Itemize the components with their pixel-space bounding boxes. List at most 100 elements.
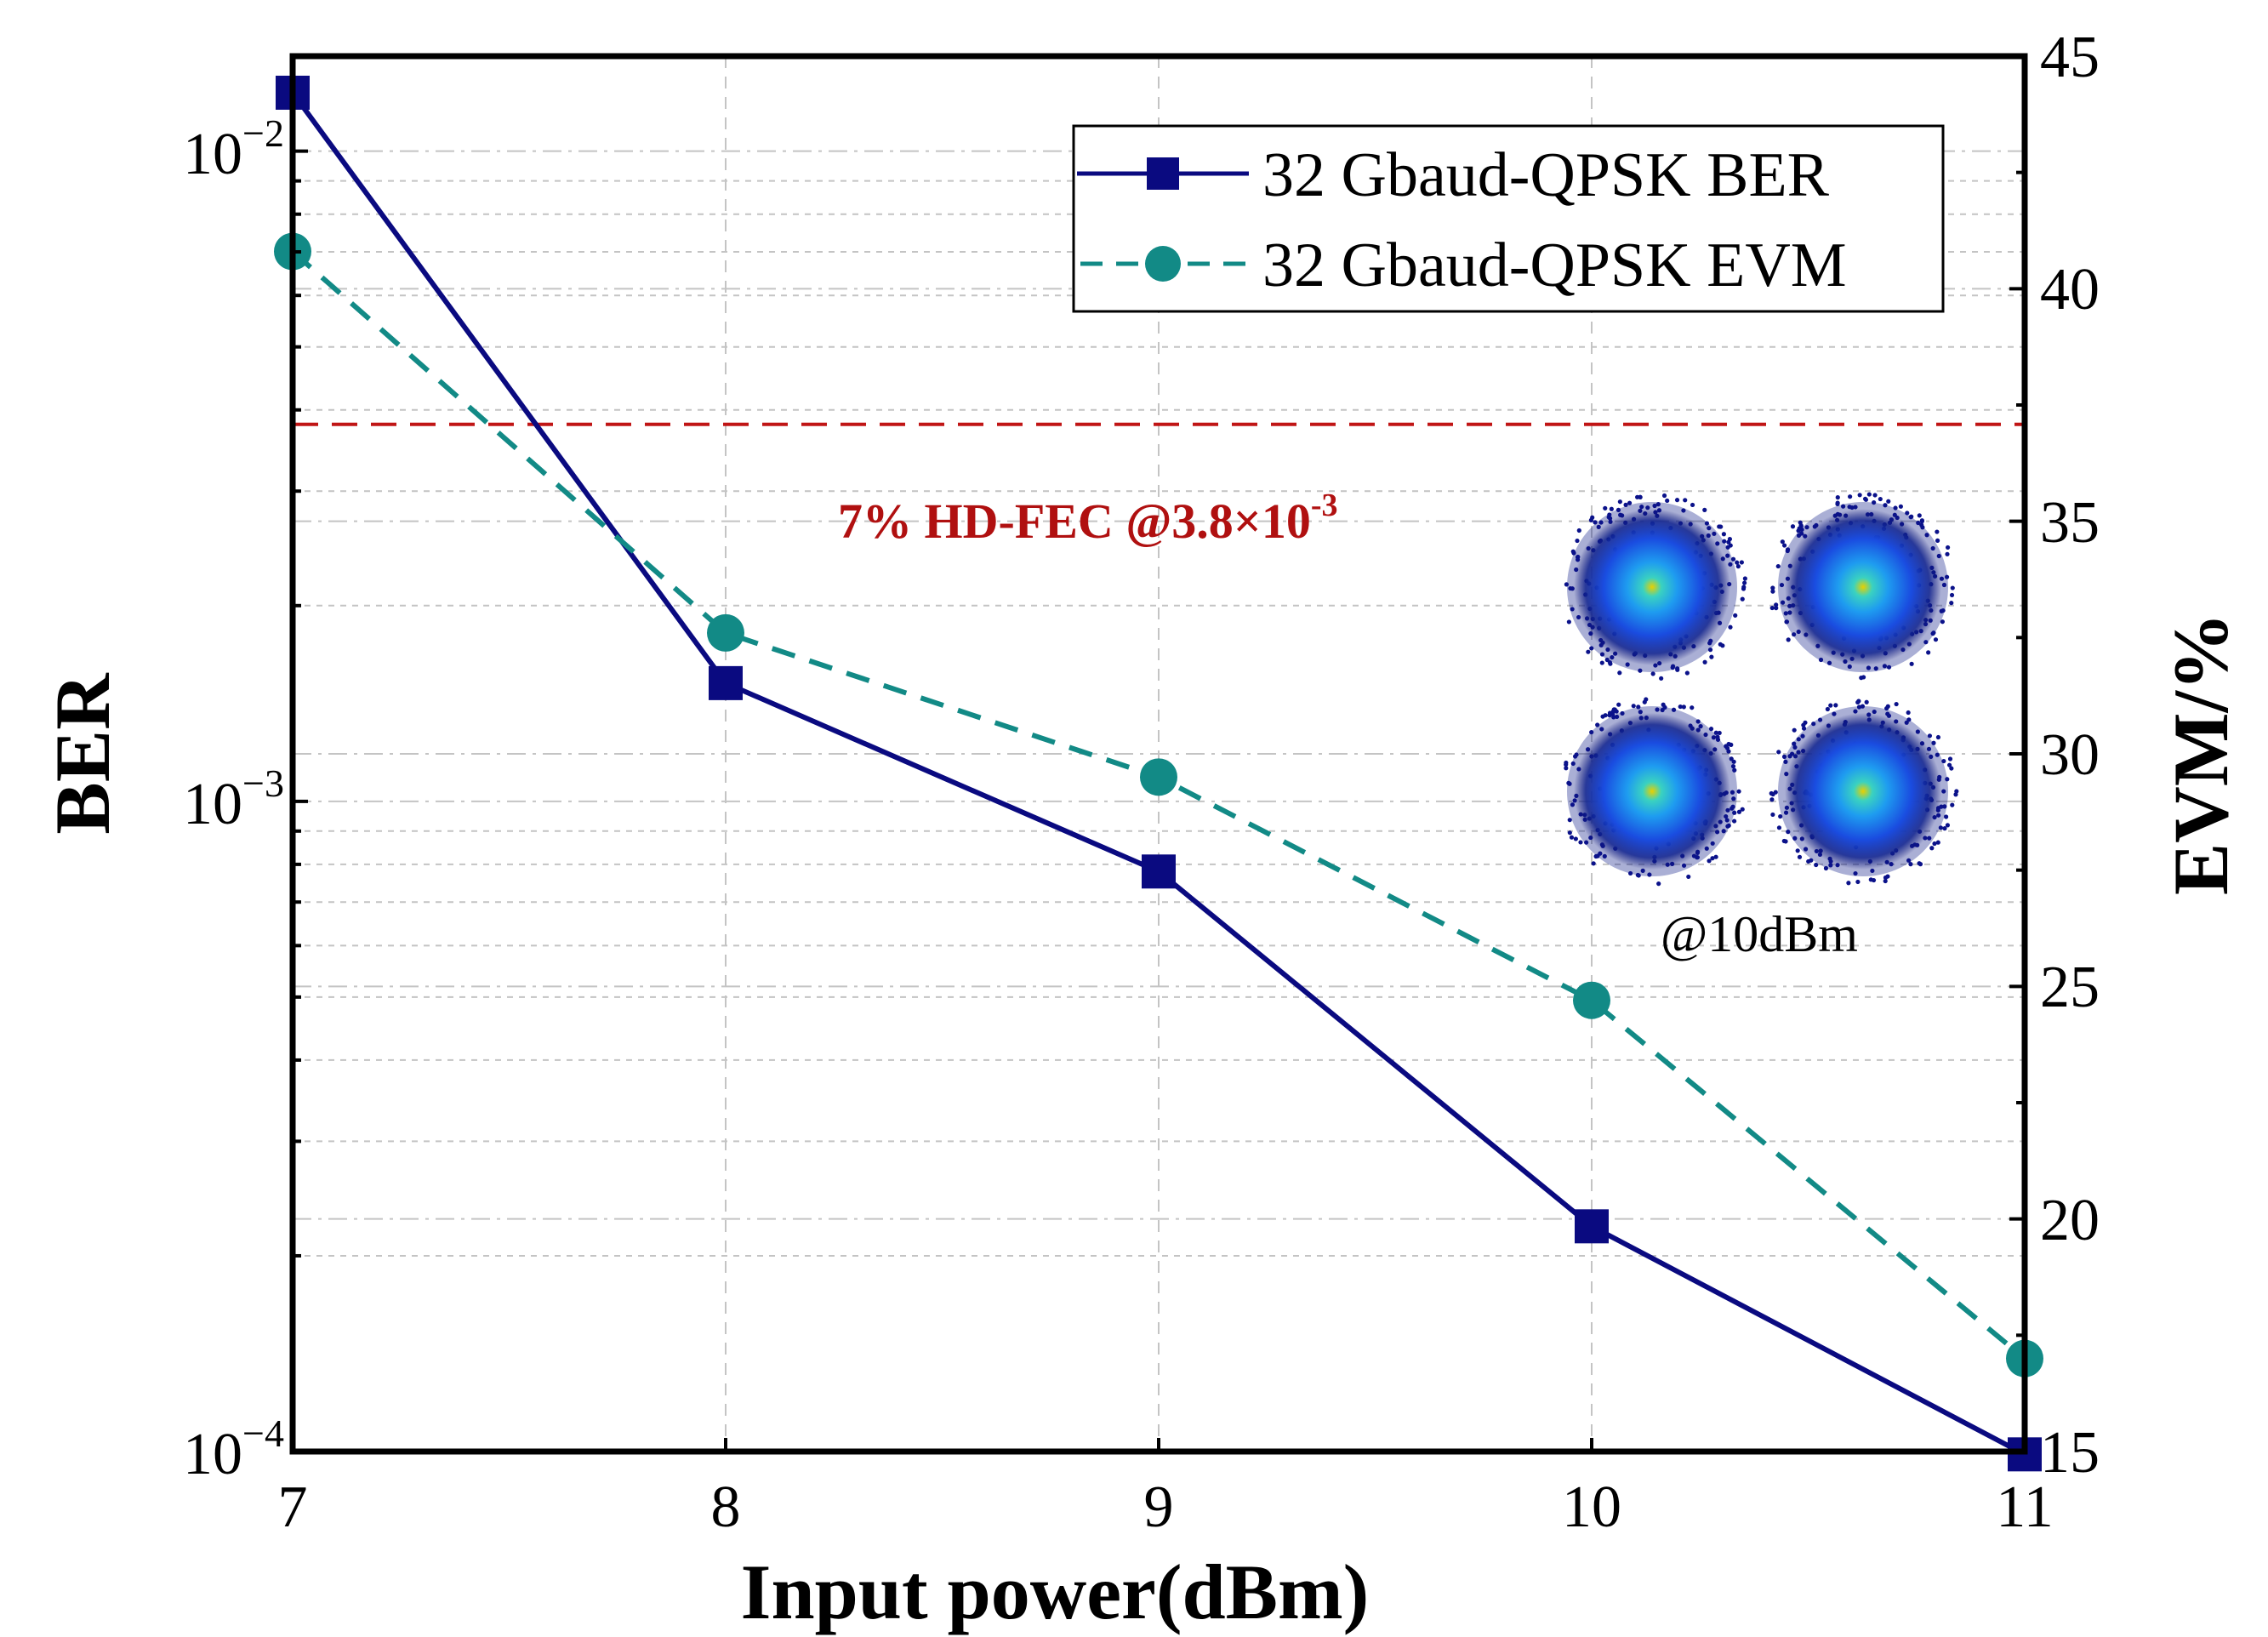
cluster-dot [1803, 847, 1809, 852]
cluster-dot [1804, 525, 1809, 530]
y-left-tick-exp: −2 [242, 111, 284, 155]
cluster-dot [1931, 740, 1936, 745]
cluster-dot [1920, 525, 1925, 530]
cluster-dot [1695, 719, 1701, 724]
cluster-dot [1599, 652, 1605, 657]
cluster-dot [1640, 868, 1645, 873]
cluster-dot [1950, 585, 1955, 590]
cluster-dot [1795, 848, 1800, 853]
cluster-dot [1659, 676, 1664, 681]
cluster-dot [1589, 646, 1594, 651]
legend-label-ber: 32 Gbaud-QPSK BER [1262, 140, 1830, 210]
cluster-dot [1647, 872, 1652, 877]
cluster-dot [1916, 520, 1921, 526]
cluster-dot [1774, 606, 1779, 611]
cluster-dot [1656, 881, 1661, 887]
cluster-dot [1730, 764, 1736, 769]
cluster-dot [1781, 754, 1787, 759]
cluster-dot [1796, 737, 1801, 742]
cluster-dot [1864, 699, 1869, 704]
cluster-dot [1786, 830, 1791, 835]
y-left-tick-labels: 10−2 10−3 10−4 [183, 111, 284, 1487]
cluster-dot [1919, 518, 1925, 523]
cluster-dot [1720, 643, 1725, 648]
cluster-dot [1940, 619, 1945, 625]
y-left-axis-label: BER [39, 672, 126, 835]
cluster-dot [1778, 813, 1783, 819]
cluster-core [1574, 713, 1730, 870]
cluster-dot [1665, 498, 1670, 504]
cluster-dot [1927, 733, 1933, 739]
cluster-dot [1915, 729, 1920, 734]
legend-label-evm: 32 Gbaud-QPSK EVM [1262, 231, 1847, 300]
cluster-dot [1635, 872, 1640, 878]
cluster-dot [1724, 745, 1730, 750]
cluster-dot [1950, 802, 1955, 807]
inset-label: @10dBm [1661, 906, 1858, 962]
cluster-dot [1817, 717, 1823, 722]
cluster-dot [1884, 705, 1889, 711]
cluster-dot [1730, 804, 1735, 809]
x-axis-label: Input power(dBm) [741, 1549, 1370, 1635]
cluster-dot [1774, 602, 1779, 607]
legend: 32 Gbaud-QPSK BER 32 Gbaud-QPSK EVM [1072, 124, 1945, 313]
cluster-dot [1636, 704, 1641, 710]
cluster-dot [1779, 582, 1785, 588]
cluster-dot [1797, 526, 1802, 531]
y-left-tick-exp: −4 [242, 1412, 284, 1455]
ber-marker [1575, 1209, 1609, 1244]
cluster-dot [1859, 676, 1864, 681]
cluster-dot [1683, 498, 1688, 503]
cluster-dot [1832, 711, 1837, 716]
cluster-dot [1603, 505, 1608, 510]
evm-marker [1573, 981, 1610, 1019]
cluster-dot [1690, 502, 1695, 508]
cluster-dot [1741, 586, 1747, 591]
cluster-dot [1949, 601, 1954, 606]
x-tick-label: 11 [1996, 1474, 2053, 1540]
cluster-dot [1935, 538, 1940, 543]
constellation-cluster [1769, 492, 1955, 681]
cluster-dot [1588, 517, 1593, 522]
cluster-dot [1857, 493, 1862, 498]
cluster-dot [1729, 790, 1735, 795]
cluster-dot [1945, 545, 1951, 550]
y-right-tick-label: 35 [2040, 490, 2100, 556]
cluster-dot [1638, 710, 1643, 715]
x-tick-label: 9 [1144, 1474, 1174, 1540]
cluster-dot [1675, 666, 1680, 671]
cluster-dot [1855, 879, 1861, 885]
cluster-dot [1614, 714, 1620, 720]
cluster-dot [1938, 825, 1943, 830]
cluster-dot [1801, 722, 1806, 727]
cluster-dot [1681, 508, 1686, 513]
legend-entry-ber: 32 Gbaud-QPSK BER [1077, 140, 1830, 210]
cluster-dot [1725, 553, 1730, 558]
cluster-dot [1769, 605, 1775, 611]
cluster-dot [1918, 861, 1923, 867]
cluster-dot [1732, 767, 1737, 773]
cluster-dot [1775, 563, 1781, 569]
cluster-dot [1607, 512, 1612, 517]
cluster-dot [1828, 863, 1833, 868]
cluster-dot [1710, 856, 1715, 861]
cluster-dot [1826, 660, 1832, 665]
cluster-dot [1856, 704, 1862, 710]
cluster-dot [1783, 810, 1789, 815]
cluster-dot [1856, 699, 1861, 704]
cluster-dot [1574, 752, 1579, 757]
cluster-dot [1684, 670, 1690, 676]
cluster-dot [1722, 539, 1727, 544]
cluster-dot [1947, 756, 1953, 761]
cluster-dot [1909, 514, 1914, 519]
cluster-dot [1717, 524, 1722, 529]
cluster-dot [1686, 874, 1691, 880]
cluster-dot [1614, 709, 1619, 714]
cluster-dot [1567, 830, 1572, 836]
cluster-dot [1578, 840, 1583, 845]
cluster-dot [1625, 662, 1630, 667]
cluster-dot [1885, 874, 1890, 879]
y-right-tick-label: 40 [2040, 257, 2100, 322]
cluster-dot [1796, 533, 1802, 539]
cluster-dot [1943, 814, 1949, 819]
